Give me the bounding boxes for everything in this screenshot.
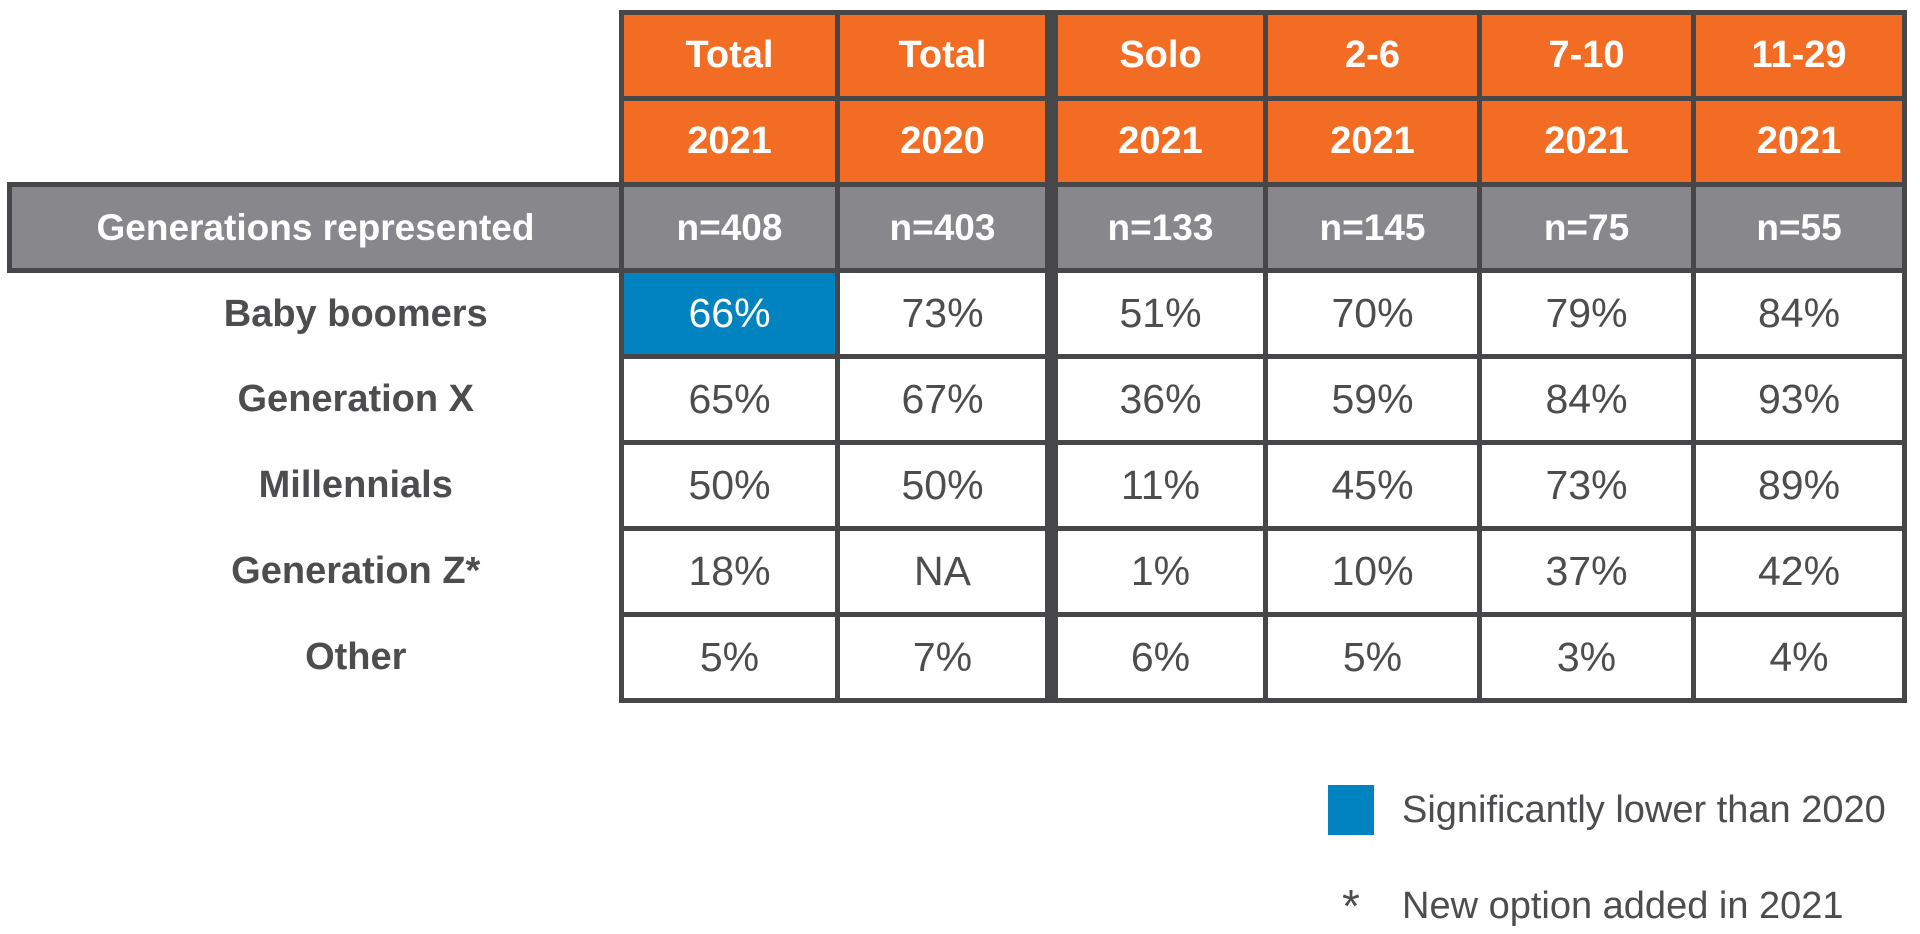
n-cell: n=133 — [1045, 182, 1268, 273]
header-row-year: 2021 2020 2021 2021 2021 2021 — [9, 96, 1907, 187]
value-cell-highlighted: 66% — [619, 268, 840, 359]
value-cell: 7% — [835, 612, 1054, 703]
value-cell: 10% — [1263, 526, 1482, 617]
value-cell: 45% — [1263, 440, 1482, 531]
value-cell: 65% — [619, 354, 840, 445]
col-header-segment: Total — [835, 10, 1054, 101]
value-cell: 73% — [1477, 440, 1696, 531]
value-cell: 93% — [1691, 354, 1907, 445]
value-cell: 5% — [619, 612, 840, 703]
value-cell: 59% — [1263, 354, 1482, 445]
legend-highlight: Significantly lower than 2020 — [1328, 784, 1886, 836]
table-row-other: Other 5% 7% 6% 5% 3% 4% — [9, 612, 1907, 703]
value-cell: 18% — [619, 526, 840, 617]
corner-spacer — [9, 12, 622, 99]
sample-size-row: Generations represented n=408 n=403 n=13… — [7, 182, 1907, 273]
col-header-year: 2021 — [1691, 96, 1907, 187]
value-cell: 37% — [1477, 526, 1696, 617]
col-header-segment: Total — [619, 10, 840, 101]
value-cell: 73% — [835, 268, 1054, 359]
value-cell: 3% — [1477, 612, 1696, 703]
col-header-year: 2021 — [1263, 96, 1482, 187]
value-cell: 5% — [1263, 612, 1482, 703]
row-label: Millennials — [9, 442, 622, 529]
value-cell: 79% — [1477, 268, 1696, 359]
row-label: Baby boomers — [9, 270, 622, 357]
n-cell: n=403 — [835, 182, 1054, 273]
n-cell: n=145 — [1263, 182, 1482, 273]
n-cell: n=408 — [619, 182, 840, 273]
value-cell: 4% — [1691, 612, 1907, 703]
col-header-segment: Solo — [1045, 10, 1268, 101]
value-cell: 84% — [1691, 268, 1907, 359]
value-cell: 42% — [1691, 526, 1907, 617]
row-label: Other — [9, 614, 622, 701]
asterisk-icon: * — [1342, 880, 1360, 932]
row-label: Generation Z* — [9, 528, 622, 615]
table-row-baby-boomers: Baby boomers 66% 73% 51% 70% 79% 84% — [9, 268, 1907, 359]
legend-asterisk-label: New option added in 2021 — [1402, 884, 1844, 927]
col-header-segment: 11-29 — [1691, 10, 1907, 101]
value-cell: 50% — [619, 440, 840, 531]
table-row-generation-x: Generation X 65% 67% 36% 59% 84% 93% — [9, 354, 1907, 445]
table-row-generation-z: Generation Z* 18% NA 1% 10% 37% 42% — [9, 526, 1907, 617]
value-cell: 51% — [1045, 268, 1268, 359]
table-row-millennials: Millennials 50% 50% 11% 45% 73% 89% — [9, 440, 1907, 531]
value-cell: 6% — [1045, 612, 1268, 703]
value-cell: 84% — [1477, 354, 1696, 445]
value-cell: 89% — [1691, 440, 1907, 531]
corner-spacer — [9, 98, 622, 185]
value-cell: 67% — [835, 354, 1054, 445]
col-header-year: 2021 — [1477, 96, 1696, 187]
value-cell: 1% — [1045, 526, 1268, 617]
col-header-year: 2021 — [619, 96, 840, 187]
col-header-year: 2020 — [835, 96, 1054, 187]
generations-table: Total Total Solo 2-6 7-10 11-29 2021 202… — [7, 10, 1907, 703]
value-cell: 70% — [1263, 268, 1482, 359]
value-cell: 36% — [1045, 354, 1268, 445]
col-header-segment: 7-10 — [1477, 10, 1696, 101]
row-label: Generation X — [9, 356, 622, 443]
value-cell: 50% — [835, 440, 1054, 531]
col-header-year: 2021 — [1045, 96, 1268, 187]
legend-asterisk: * New option added in 2021 — [1328, 880, 1844, 932]
value-cell: 11% — [1045, 440, 1268, 531]
header-row-segment: Total Total Solo 2-6 7-10 11-29 — [9, 10, 1907, 101]
blue-swatch-icon — [1328, 785, 1374, 835]
n-cell: n=75 — [1477, 182, 1696, 273]
value-cell: NA — [835, 526, 1054, 617]
col-header-segment: 2-6 — [1263, 10, 1482, 101]
legend-highlight-label: Significantly lower than 2020 — [1402, 788, 1886, 831]
section-label: Generations represented — [7, 182, 624, 273]
n-cell: n=55 — [1691, 182, 1907, 273]
